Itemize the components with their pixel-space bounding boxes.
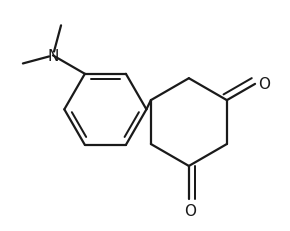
Text: O: O (258, 76, 271, 91)
Text: O: O (184, 203, 196, 218)
Text: N: N (47, 49, 59, 64)
